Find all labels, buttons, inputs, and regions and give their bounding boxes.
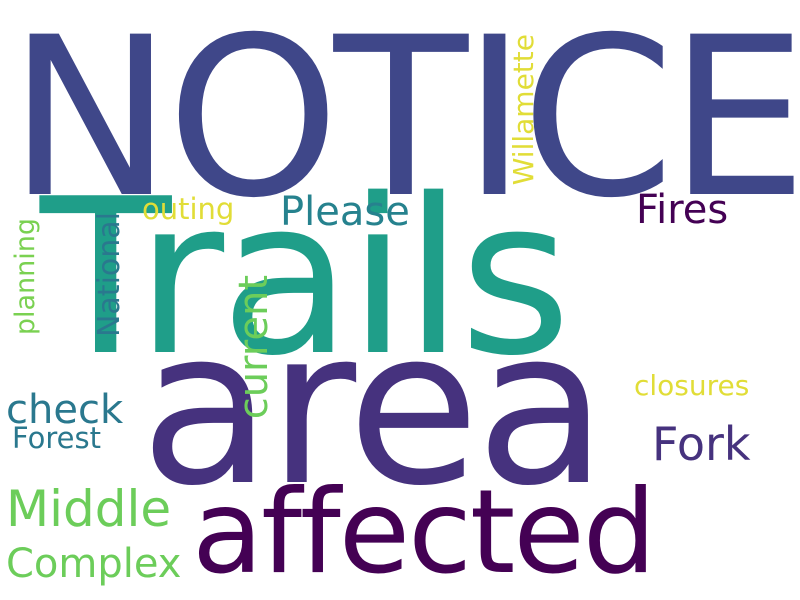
word-please: Please — [280, 189, 410, 235]
word-forest: Forest — [12, 421, 101, 455]
word-area: area — [140, 282, 607, 533]
word-willamette: Willamette — [507, 34, 540, 186]
word-trails: Trails — [40, 152, 571, 403]
word-current: current — [231, 275, 277, 420]
word-national: National — [92, 212, 127, 338]
word-middle: Middle — [6, 480, 172, 538]
word-check: check — [6, 387, 124, 433]
word-notice: NOTICE — [8, 0, 800, 246]
word-planning: planning — [10, 218, 41, 336]
word-outing: outing — [142, 192, 235, 226]
word-complex: Complex — [6, 541, 182, 587]
word-fires: Fires — [636, 187, 729, 233]
word-fork: Fork — [652, 417, 751, 471]
word-closures: closures — [634, 369, 750, 402]
word-affected: affected — [192, 465, 656, 600]
